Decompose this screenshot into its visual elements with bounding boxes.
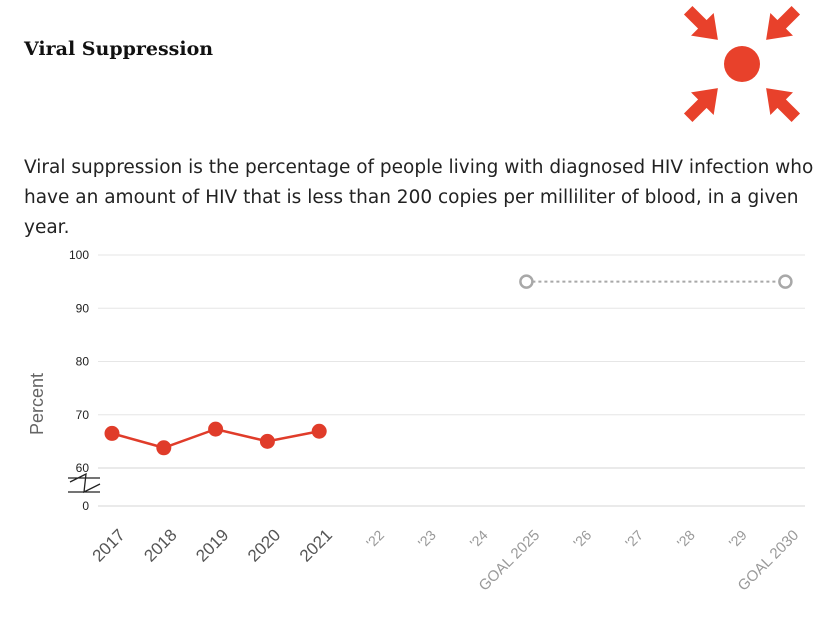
x-tick-label: 2018 — [140, 525, 180, 565]
data-point — [311, 423, 327, 439]
y-tick-label: 90 — [76, 301, 90, 315]
line-chart: 100 90 80 70 60 0 Percent 2017 2018 2019 2020 2021 '… — [27, 248, 805, 594]
x-tick-label: 2021 — [296, 525, 336, 565]
page-title: Viral Suppression — [24, 38, 214, 60]
goal-data-point — [778, 274, 793, 289]
y-tick-label: 100 — [69, 248, 89, 262]
description-text: Viral suppression is the percentage of p… — [24, 157, 814, 238]
logo-arrows — [683, 5, 801, 123]
goal-data-point — [519, 274, 534, 289]
x-tick-label: 2020 — [244, 525, 284, 565]
x-tick-label: '29 — [726, 527, 750, 551]
x-tick-label: '26 — [570, 527, 594, 551]
x-tick-label: '27 — [622, 527, 646, 551]
x-tick-label: 2017 — [89, 525, 129, 565]
y-tick-label: 70 — [76, 408, 90, 422]
y-tick-label: 60 — [76, 461, 90, 475]
data-point — [156, 440, 172, 456]
logo-dot — [724, 46, 760, 82]
x-tick-label: '28 — [674, 527, 698, 551]
data-point — [259, 433, 275, 449]
y-axis-label: Percent — [27, 373, 47, 435]
x-tick-label: '22 — [363, 527, 387, 551]
x-tick-label: 2019 — [192, 525, 232, 565]
data-point — [104, 425, 120, 441]
y-tick-label: 0 — [82, 499, 89, 513]
logo-icon — [683, 5, 801, 123]
x-tick-label: '23 — [415, 527, 439, 551]
axis-break-icon — [68, 472, 101, 494]
data-point — [208, 421, 224, 437]
x-tick-label: '24 — [467, 527, 491, 551]
y-tick-label: 80 — [76, 355, 90, 369]
